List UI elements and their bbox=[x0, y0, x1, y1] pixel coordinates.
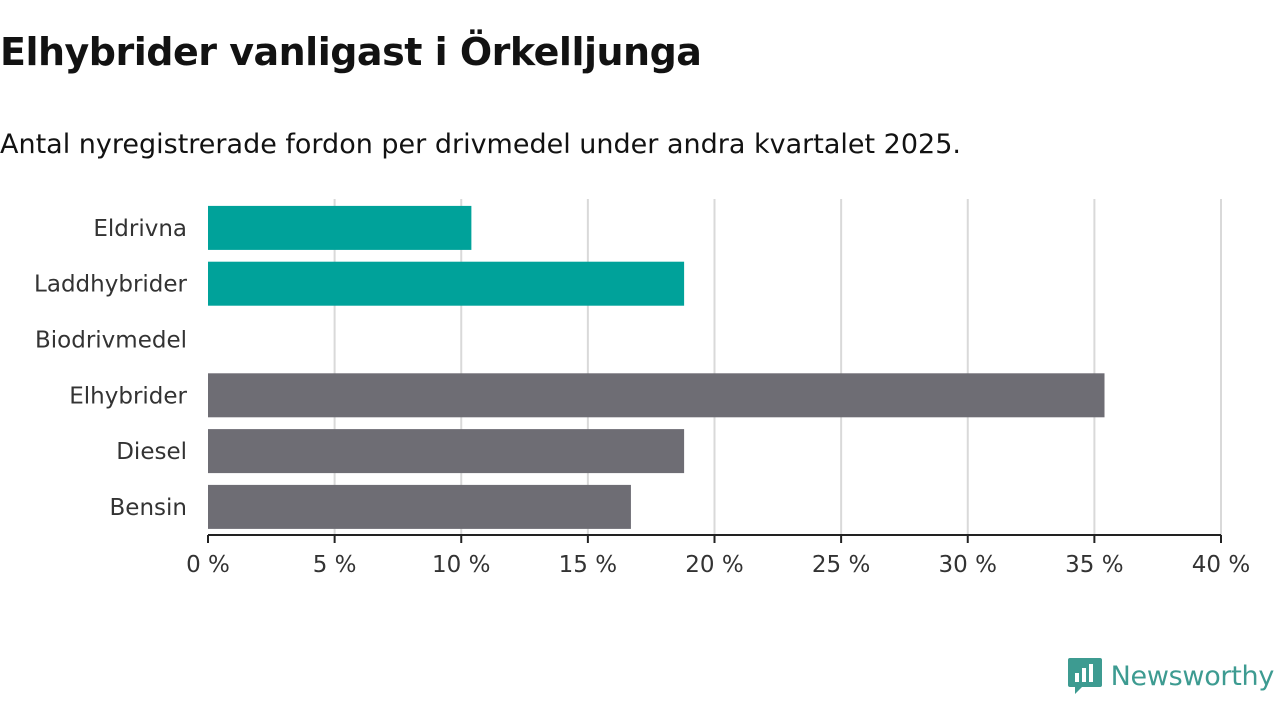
x-tick-label: 0 % bbox=[186, 552, 230, 578]
x-tick-label: 30 % bbox=[939, 552, 997, 578]
x-axis: 0 % 5 % 10 % 15 % 20 % 25 % 30 % 35 % 40 % bbox=[186, 534, 1250, 578]
x-tick-label: 25 % bbox=[812, 552, 870, 578]
category-label: Bensin bbox=[110, 495, 187, 521]
bar-eldrivna bbox=[208, 205, 472, 250]
bar-chart: Eldrivna Laddhybrider Biodrivmedel Elhybrid… bbox=[34, 199, 1250, 578]
bars bbox=[208, 205, 1105, 529]
chart-subtitle: Antal nyregistrerade fordon per drivmede… bbox=[0, 129, 961, 160]
x-tick-label: 40 % bbox=[1192, 552, 1250, 578]
bar-laddhybrider bbox=[208, 261, 685, 306]
bar-elhybrider bbox=[208, 373, 1105, 418]
bar-bensin bbox=[208, 484, 631, 529]
x-tick-label: 20 % bbox=[685, 552, 743, 578]
brand-logo[interactable]: Newsworthy bbox=[1067, 656, 1274, 696]
x-tick-label: 10 % bbox=[432, 552, 490, 578]
bar-diesel bbox=[208, 429, 685, 474]
x-tick-label: 15 % bbox=[559, 552, 617, 578]
category-label: Laddhybrider bbox=[34, 272, 187, 298]
category-label: Biodrivmedel bbox=[35, 328, 187, 354]
x-tick-label: 5 % bbox=[313, 552, 357, 578]
category-labels: Eldrivna Laddhybrider Biodrivmedel Elhybrid… bbox=[34, 216, 187, 521]
newsworthy-logo-icon bbox=[1067, 658, 1102, 694]
chart-title: Elhybrider vanligast i Örkelljunga bbox=[0, 30, 702, 74]
category-label: Elhybrider bbox=[69, 383, 187, 409]
brand-name: Newsworthy bbox=[1110, 660, 1275, 692]
grid-lines bbox=[333, 199, 1222, 535]
x-tick-label: 35 % bbox=[1065, 552, 1123, 578]
category-label: Eldrivna bbox=[93, 216, 187, 242]
category-label: Diesel bbox=[116, 439, 187, 465]
